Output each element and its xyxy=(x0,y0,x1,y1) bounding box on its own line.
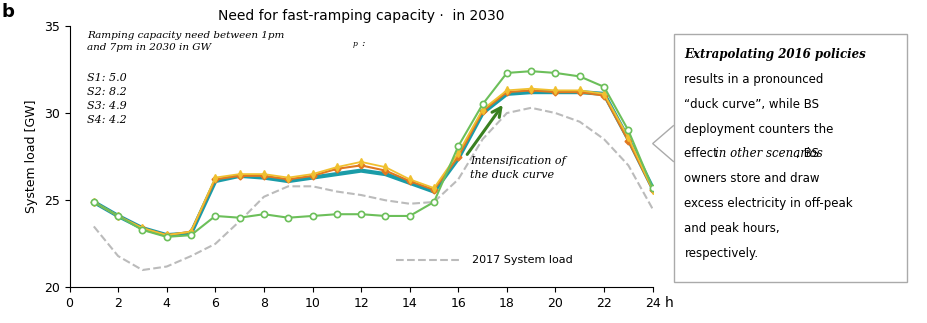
Text: b: b xyxy=(2,3,15,21)
Text: p: p xyxy=(352,40,357,48)
Title: Need for fast-ramping capacity ·  in 2030: Need for fast-ramping capacity · in 2030 xyxy=(218,9,504,23)
Text: effect: effect xyxy=(684,148,722,161)
Text: owners store and draw: owners store and draw xyxy=(684,172,820,185)
Text: respectively.: respectively. xyxy=(684,247,758,260)
Text: ; BS: ; BS xyxy=(795,148,819,161)
Text: h: h xyxy=(665,296,674,310)
Text: in other scenarios: in other scenarios xyxy=(715,148,822,161)
Text: Intensification of
the duck curve: Intensification of the duck curve xyxy=(470,156,566,180)
Text: Extrapolating 2016 policies: Extrapolating 2016 policies xyxy=(684,48,866,61)
Text: 2017 System load: 2017 System load xyxy=(472,255,573,265)
Text: results in a pronounced: results in a pronounced xyxy=(684,73,824,86)
Text: and peak hours,: and peak hours, xyxy=(684,222,781,235)
Y-axis label: System load [GW]: System load [GW] xyxy=(25,100,38,214)
Text: Ramping capacity need between 1pm
and 7pm in 2030 in GW: Ramping capacity need between 1pm and 7p… xyxy=(87,31,285,52)
Text: deployment counters the: deployment counters the xyxy=(684,123,834,136)
Text: :: : xyxy=(362,39,364,48)
Text: S1: 5.0
S2: 8.2
S3: 4.9
S4: 4.2: S1: 5.0 S2: 8.2 S3: 4.9 S4: 4.2 xyxy=(87,73,127,125)
Text: “duck curve”, while BS: “duck curve”, while BS xyxy=(684,98,819,111)
Text: excess electricity in off-peak: excess electricity in off-peak xyxy=(684,197,853,210)
FancyBboxPatch shape xyxy=(674,34,908,282)
